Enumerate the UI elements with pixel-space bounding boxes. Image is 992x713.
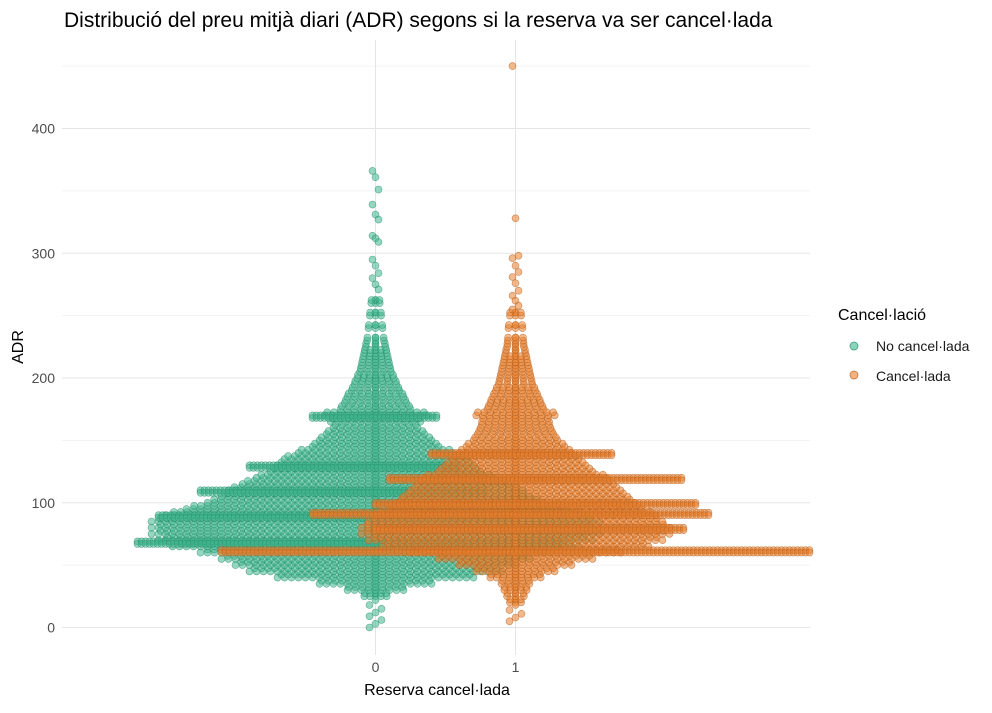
data-point <box>204 499 211 506</box>
data-point <box>433 414 440 421</box>
x-tick-label: 0 <box>372 659 380 675</box>
y-tick-label: 200 <box>32 370 56 386</box>
data-point <box>376 297 383 304</box>
data-point <box>512 322 519 329</box>
data-point <box>372 262 379 269</box>
data-point <box>380 334 387 341</box>
y-tick-label: 0 <box>47 620 55 636</box>
data-point <box>377 309 384 316</box>
data-point <box>298 446 305 453</box>
data-point <box>550 409 557 416</box>
data-point <box>474 409 481 416</box>
data-point <box>358 524 365 531</box>
data-point <box>372 334 379 341</box>
data-point <box>148 518 155 525</box>
data-point <box>211 496 218 503</box>
data-point <box>519 322 526 329</box>
data-point <box>368 297 375 304</box>
data-point <box>364 334 371 341</box>
data-point <box>365 322 372 329</box>
data-point <box>378 605 385 612</box>
data-point <box>375 270 382 277</box>
data-point <box>505 322 512 329</box>
data-point <box>369 167 376 174</box>
data-point <box>512 334 519 341</box>
data-point <box>375 286 382 293</box>
data-point <box>517 309 524 316</box>
data-point <box>367 309 374 316</box>
data-point <box>505 334 512 341</box>
data-point <box>375 239 382 246</box>
chart-title: Distribució del preu mitjà diari (ADR) s… <box>64 9 773 32</box>
data-point <box>191 502 198 509</box>
data-points <box>134 63 813 631</box>
data-point <box>375 186 382 193</box>
data-point <box>197 502 204 509</box>
data-point <box>218 555 225 562</box>
data-point <box>258 471 265 478</box>
data-point <box>378 617 385 624</box>
data-point <box>519 334 526 341</box>
data-point <box>244 477 251 484</box>
y-tick-label: 300 <box>32 245 56 261</box>
y-tick-label: 100 <box>32 495 56 511</box>
data-point <box>372 322 379 329</box>
data-point <box>372 174 379 181</box>
y-axis-ticks: 0 100 200 300 400 <box>32 121 56 636</box>
data-point <box>375 216 382 223</box>
data-point <box>369 201 376 208</box>
data-point <box>372 597 379 604</box>
x-tick-label: 1 <box>512 659 520 675</box>
data-point <box>366 602 373 609</box>
data-point <box>379 322 386 329</box>
y-tick-label: 400 <box>32 121 56 137</box>
data-point <box>285 453 292 460</box>
